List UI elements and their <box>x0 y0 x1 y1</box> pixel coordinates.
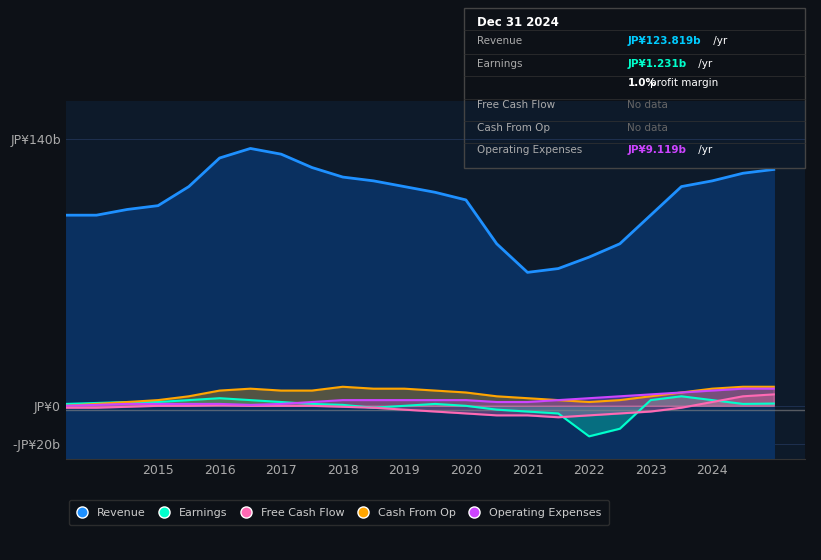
Text: Operating Expenses: Operating Expenses <box>478 145 583 155</box>
Text: 1.0%: 1.0% <box>627 78 657 88</box>
Text: profit margin: profit margin <box>649 78 718 88</box>
Legend: Revenue, Earnings, Free Cash Flow, Cash From Op, Operating Expenses: Revenue, Earnings, Free Cash Flow, Cash … <box>69 500 609 525</box>
Text: JP¥123.819b: JP¥123.819b <box>627 35 701 45</box>
Text: JP¥9.119b: JP¥9.119b <box>627 145 686 155</box>
Text: JP¥1.231b: JP¥1.231b <box>627 59 686 69</box>
Text: No data: No data <box>627 123 668 133</box>
Text: Revenue: Revenue <box>478 35 523 45</box>
Text: Earnings: Earnings <box>478 59 523 69</box>
Text: Free Cash Flow: Free Cash Flow <box>478 100 556 110</box>
Text: /yr: /yr <box>695 145 712 155</box>
Text: Cash From Op: Cash From Op <box>478 123 551 133</box>
Text: /yr: /yr <box>695 59 712 69</box>
Text: /yr: /yr <box>710 35 727 45</box>
Text: Dec 31 2024: Dec 31 2024 <box>478 16 559 29</box>
Text: No data: No data <box>627 100 668 110</box>
